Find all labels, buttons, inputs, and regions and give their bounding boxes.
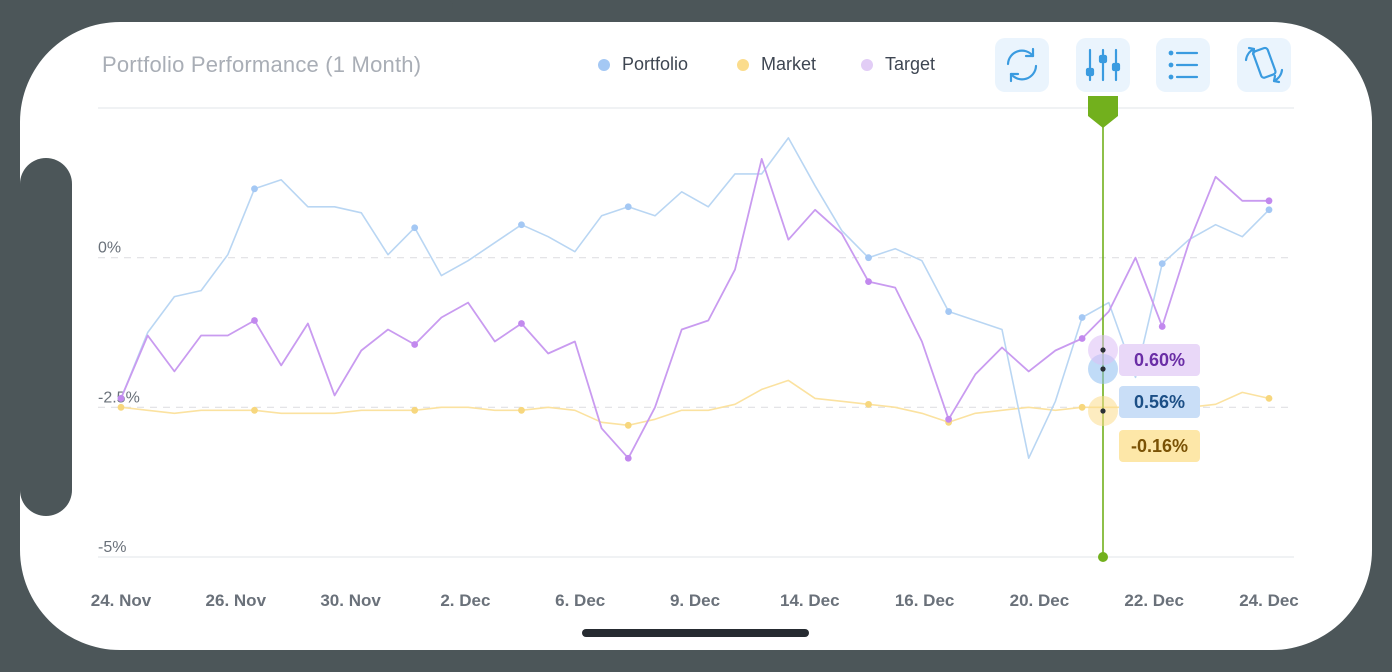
data-point-portfolio [865,254,872,262]
data-point-market [518,406,525,414]
x-tick-label: 16. Dec [895,591,955,610]
legend-item-target[interactable]: Target [861,54,935,75]
data-point-market [117,403,125,411]
data-point-portfolio [1158,260,1166,268]
data-point-portfolio [411,224,419,232]
rotate-device-icon [1244,46,1284,84]
cursor-marker-market [1100,408,1106,414]
data-point-target [865,278,872,286]
tooltip-box-target [1119,344,1200,376]
tooltip-value-market: -0.16% [1131,436,1188,456]
legend-label: Market [761,54,817,74]
legend-dot-market [737,58,749,71]
tooltip-box-market [1119,430,1200,462]
legend-item-portfolio[interactable]: Portfolio [598,54,688,75]
data-point-market [1078,403,1086,411]
x-tick-label: 24. Nov [91,591,152,610]
cursor-marker-portfolio [1100,366,1106,372]
y-tick-label: 0% [98,240,121,257]
device-bottom-tab [190,662,226,672]
cursor-anchor [1098,552,1108,562]
data-point-target [251,317,258,324]
data-point-target [1265,197,1273,205]
data-point-portfolio [1265,206,1273,214]
data-point-target [1158,323,1166,330]
settings-button[interactable] [1076,38,1130,92]
data-point-portfolio [251,185,258,193]
y-tick-label: -5% [98,539,126,556]
series-line-target [120,157,1269,460]
cursor-handle [1088,96,1118,128]
x-tick-label: 6. Dec [555,591,605,610]
device-side-button [20,158,72,516]
legend-item-market[interactable]: Market [737,54,816,75]
x-tick-label: 9. Dec [670,591,720,610]
x-tick-label: 26. Nov [206,591,267,610]
x-tick-label: 22. Dec [1124,591,1184,610]
x-tick-label: 2. Dec [440,591,490,610]
chart-title: Portfolio Performance (1 Month) [102,52,422,77]
sliders-icon [1085,48,1121,82]
device-bottom-tab [267,662,353,672]
tooltip-value-target: 0.60% [1134,350,1185,370]
list-icon [1168,50,1199,80]
data-point-target [945,415,953,423]
tooltip-value-portfolio: 0.56% [1134,392,1185,412]
cursor-marker-target [1100,347,1106,353]
data-point-target [117,394,125,402]
data-point-target [411,341,419,348]
legend-dot-target [861,58,873,71]
data-point-market [624,421,632,429]
device-bottom-tab [385,662,471,672]
x-tick-label: 14. Dec [780,591,840,610]
x-tick-label: 30. Nov [320,591,381,610]
data-point-target [518,320,525,327]
data-point-portfolio [945,308,953,315]
data-point-market [865,400,872,408]
refresh-icon [1006,47,1038,83]
data-point-market [1265,394,1273,402]
home-indicator[interactable] [582,629,809,637]
data-point-portfolio [624,203,632,211]
tooltip-box-portfolio [1119,386,1200,418]
data-point-market [411,406,419,414]
data-point-target [624,454,632,462]
legend-label: Target [885,54,936,74]
legend-label: Portfolio [622,54,689,74]
rotate-button[interactable] [1237,38,1291,92]
x-tick-label: 20. Dec [1010,591,1070,610]
data-point-portfolio [518,221,525,229]
series-line-portfolio [120,137,1270,460]
data-point-target [1078,335,1086,342]
refresh-button[interactable] [995,38,1049,92]
data-point-market [251,406,258,414]
series-line-market [120,379,1270,427]
device-notch [305,0,453,12]
data-point-portfolio [1078,314,1086,321]
x-tick-label: 24. Dec [1239,591,1299,610]
legend-dot-portfolio [598,58,610,71]
list-button[interactable] [1156,38,1210,92]
